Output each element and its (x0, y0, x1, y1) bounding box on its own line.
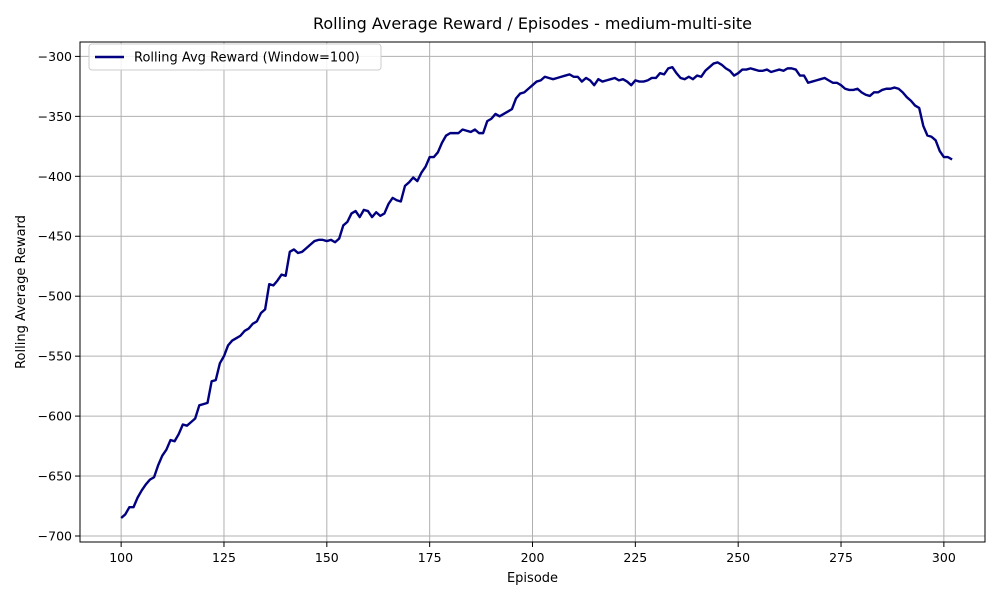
x-tick-label: 150 (315, 550, 339, 565)
ticks: 100 125 150 175 200 225 250 275 300 −700 −650 −600 −… (38, 49, 956, 565)
x-tick-label: 125 (212, 550, 236, 565)
y-axis-label: Rolling Average Reward (14, 215, 29, 369)
y-tick-label: −350 (38, 109, 72, 124)
series-line (120, 61, 953, 519)
y-tick-label: −500 (38, 289, 72, 304)
y-tick-label: −700 (38, 529, 72, 544)
y-tick-label: −550 (38, 349, 72, 364)
x-tick-label: 100 (109, 550, 133, 565)
y-tick-label: −600 (38, 409, 72, 424)
x-axis-label: Episode (507, 571, 558, 586)
chart-title: Rolling Average Reward / Episodes - medi… (313, 14, 752, 33)
y-tick-label: −450 (38, 229, 72, 244)
grid (80, 42, 985, 542)
legend-box (88, 43, 382, 71)
x-tick-label: 250 (726, 550, 750, 565)
series-layer (120, 61, 953, 519)
y-tick-label: −400 (38, 169, 72, 184)
x-tick-label: 200 (521, 550, 545, 565)
x-tick-label: 300 (932, 550, 956, 565)
legend-label: Rolling Avg Reward (Window=100) (134, 51, 360, 66)
legend: Rolling Avg Reward (Window=100) (88, 43, 382, 71)
x-tick-label: 225 (623, 550, 647, 565)
y-tick-label: −300 (38, 49, 72, 64)
x-tick-label: 175 (418, 550, 442, 565)
y-tick-label: −650 (38, 469, 72, 484)
x-tick-label: 275 (829, 550, 853, 565)
